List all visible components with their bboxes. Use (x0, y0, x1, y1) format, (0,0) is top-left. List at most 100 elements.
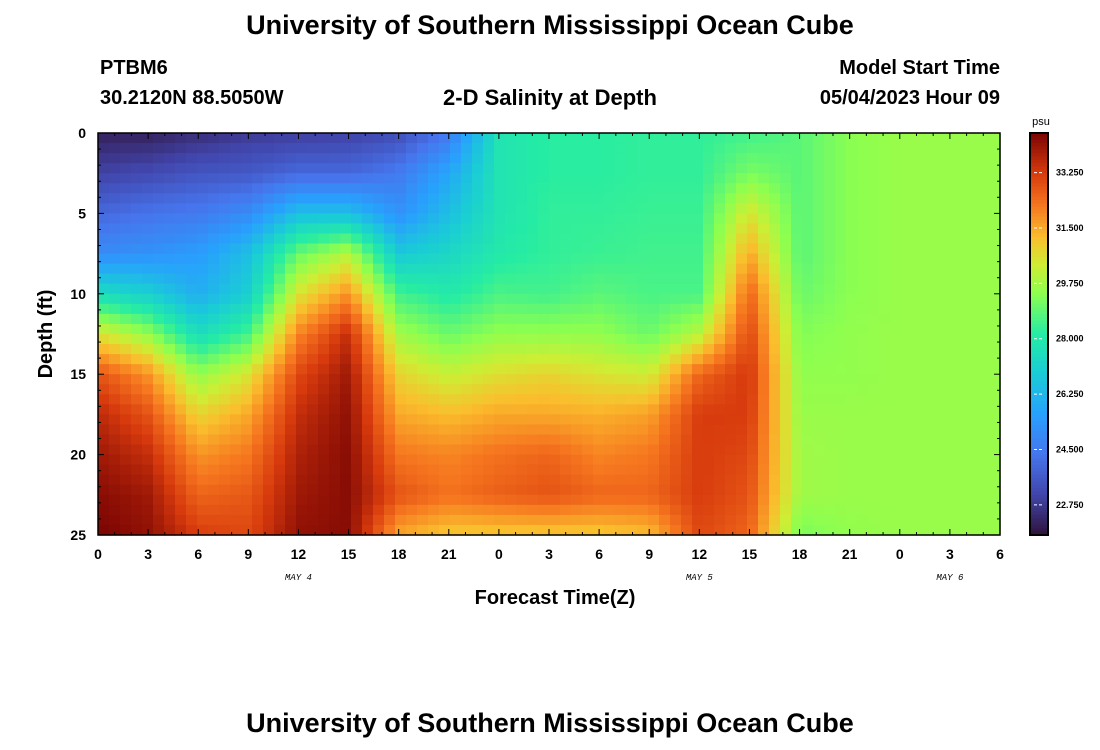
heatmap-cell (626, 233, 638, 245)
heatmap-cell (351, 213, 363, 225)
heatmap-cell (175, 504, 187, 516)
heatmap-cell (461, 354, 473, 365)
heatmap-cell (868, 323, 880, 335)
heatmap-cell (681, 253, 693, 265)
heatmap-cell (351, 464, 363, 476)
heatmap-cell (989, 323, 1001, 335)
heatmap-cell (230, 484, 242, 496)
heatmap-cell (406, 143, 418, 154)
heatmap-cell (593, 434, 605, 446)
heatmap-cell (131, 454, 143, 466)
heatmap-cell (758, 384, 770, 395)
heatmap-cell (835, 273, 847, 285)
colorbar-segment (1030, 210, 1048, 214)
heatmap-cell (98, 364, 110, 375)
heatmap-cell (780, 524, 792, 536)
heatmap-cell (208, 444, 220, 456)
heatmap-cell (439, 484, 451, 496)
heatmap-cell (615, 313, 627, 325)
heatmap-cell (98, 424, 110, 436)
heatmap-cell (571, 303, 583, 315)
heatmap-cell (934, 223, 946, 235)
heatmap-cell (186, 394, 198, 405)
heatmap-cell (175, 193, 187, 204)
heatmap-cell (197, 233, 209, 245)
heatmap-cell (934, 484, 946, 496)
heatmap-cell (813, 313, 825, 325)
heatmap-cell (967, 504, 979, 516)
heatmap-cell (582, 173, 594, 184)
heatmap-cell (758, 273, 770, 285)
heatmap-cell (395, 283, 407, 295)
heatmap-cell (340, 133, 352, 144)
heatmap-cell (813, 213, 825, 225)
heatmap-cell (219, 344, 231, 355)
heatmap-cell (978, 524, 990, 536)
heatmap-cell (824, 193, 836, 204)
heatmap-cell (274, 504, 286, 516)
heatmap-cell (175, 213, 187, 225)
heatmap-cell (340, 334, 352, 345)
heatmap-cell (406, 213, 418, 225)
heatmap-cell (186, 133, 198, 144)
heatmap-cell (98, 404, 110, 415)
heatmap-cell (252, 193, 264, 204)
heatmap-cell (274, 514, 286, 526)
heatmap-cell (142, 494, 154, 506)
heatmap-cell (384, 464, 396, 476)
heatmap-cell (978, 454, 990, 466)
heatmap-cell (252, 283, 264, 295)
heatmap-cell (890, 484, 902, 496)
heatmap-cell (131, 323, 143, 335)
heatmap-cell (703, 173, 715, 184)
heatmap-cell (714, 283, 726, 295)
heatmap-cell (131, 273, 143, 285)
heatmap-cell (164, 344, 176, 355)
heatmap-cell (527, 173, 539, 184)
heatmap-cell (362, 173, 374, 184)
heatmap-cell (824, 464, 836, 476)
heatmap-cell (747, 414, 759, 426)
heatmap-cell (516, 203, 528, 214)
heatmap-cell (362, 334, 374, 345)
heatmap-cell (450, 293, 462, 305)
heatmap-cell (307, 374, 319, 385)
heatmap-cell (681, 334, 693, 345)
heatmap-cell (131, 143, 143, 154)
x-tick-label: 3 (545, 546, 553, 562)
heatmap-cell (692, 524, 704, 536)
heatmap-cell (978, 374, 990, 385)
heatmap-cell (890, 394, 902, 405)
heatmap-cell (989, 263, 1001, 275)
heatmap-cell (912, 514, 924, 526)
heatmap-cell (868, 303, 880, 315)
heatmap-cell (956, 163, 968, 174)
heatmap-cell (109, 203, 121, 214)
heatmap-cell (219, 394, 231, 405)
heatmap-cell (164, 394, 176, 405)
heatmap-cell (846, 293, 858, 305)
heatmap-cell (670, 173, 682, 184)
heatmap-cell (945, 354, 957, 365)
heatmap-cell (241, 143, 253, 154)
heatmap-cell (736, 424, 748, 436)
heatmap-cell (725, 253, 737, 265)
heatmap-cell (681, 364, 693, 375)
heatmap-cell (417, 414, 429, 426)
heatmap-cell (901, 163, 913, 174)
heatmap-cell (582, 524, 594, 536)
heatmap-cell (791, 163, 803, 174)
heatmap-cell (989, 163, 1001, 174)
heatmap-cell (252, 203, 264, 214)
heatmap-cell (98, 344, 110, 355)
heatmap-cell (406, 374, 418, 385)
heatmap-cell (934, 524, 946, 536)
heatmap-cell (439, 454, 451, 466)
heatmap-cell (285, 384, 297, 395)
heatmap-cell (494, 293, 506, 305)
heatmap-cell (890, 223, 902, 235)
heatmap-cell (945, 253, 957, 265)
heatmap-cell (934, 213, 946, 225)
heatmap-cell (516, 404, 528, 415)
heatmap-cell (945, 424, 957, 436)
